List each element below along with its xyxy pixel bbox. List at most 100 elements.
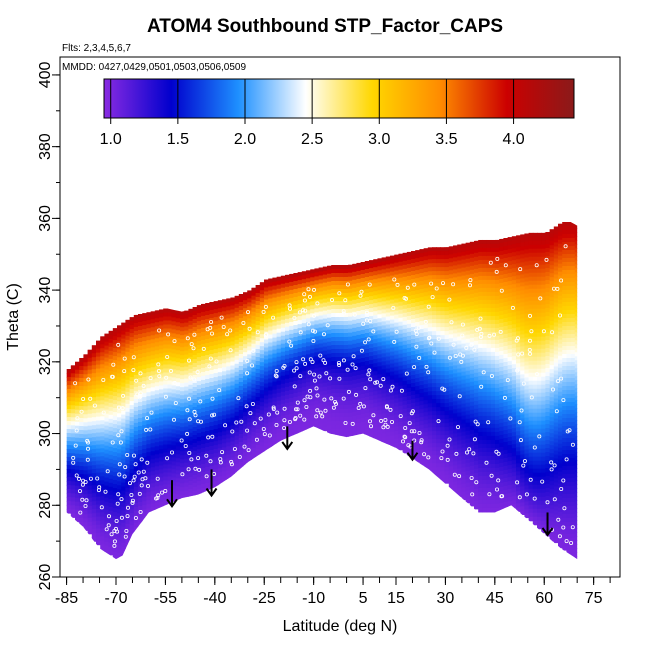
heat-cell	[234, 403, 240, 409]
heat-cell	[180, 323, 185, 328]
heat-cell	[335, 297, 341, 302]
heat-cell	[66, 389, 72, 394]
heat-cell	[243, 360, 248, 365]
heat-cell	[163, 480, 168, 486]
heat-cell	[356, 270, 362, 276]
heat-cell	[226, 322, 231, 327]
heat-cell	[112, 540, 118, 545]
heat-cell	[75, 405, 80, 411]
heat-cell	[343, 373, 349, 378]
heat-cell	[348, 428, 353, 434]
dates-label: MMDD: 0427,0429,0501,0503,0506,0509	[62, 62, 247, 73]
heat-cell	[377, 342, 383, 347]
heat-cell	[448, 254, 454, 259]
chart-title: ATOM4 Southbound STP_Factor_CAPS	[146, 16, 504, 37]
heat-cell	[360, 322, 366, 327]
heat-cell	[142, 357, 147, 362]
heat-cell	[209, 378, 215, 383]
heat-cell	[163, 468, 168, 474]
heat-cell	[285, 402, 290, 408]
heat-cell	[247, 458, 252, 463]
heat-cell	[146, 432, 152, 437]
heat-cell	[461, 243, 467, 249]
heat-cell	[243, 292, 248, 297]
heat-cell	[259, 398, 265, 403]
heat-cell	[432, 431, 437, 436]
heat-cell	[343, 333, 349, 338]
heat-cell	[469, 381, 475, 387]
heat-cell	[192, 359, 198, 364]
heat-cell	[180, 475, 185, 480]
heat-cell	[146, 484, 152, 489]
heat-cell	[482, 439, 488, 445]
heat-cell	[461, 403, 467, 409]
heat-cell	[209, 442, 215, 447]
heat-cell	[423, 408, 429, 413]
heat-cell	[133, 402, 139, 408]
heat-cell	[205, 395, 210, 400]
heat-cell	[167, 492, 173, 498]
heat-cell	[411, 291, 416, 296]
heat-cell	[133, 478, 139, 484]
heat-cell	[423, 388, 429, 393]
heat-cell	[335, 365, 341, 370]
heat-cell	[352, 287, 357, 293]
heat-cell	[125, 491, 131, 497]
heat-cell	[138, 402, 143, 407]
heat-cell	[188, 356, 194, 362]
heat-cell	[406, 267, 412, 273]
heat-cell	[486, 427, 492, 433]
heat-cell	[192, 371, 198, 376]
heat-cell	[259, 306, 265, 311]
heat-cell	[70, 513, 76, 518]
heat-cell	[175, 458, 181, 463]
heat-cell	[264, 371, 269, 377]
heat-cell	[352, 431, 357, 437]
heat-cell	[419, 281, 425, 286]
heat-cell	[243, 408, 248, 413]
heat-cell	[465, 298, 471, 304]
heat-cell	[335, 345, 341, 350]
heat-cell	[154, 342, 160, 347]
heat-cell	[251, 311, 257, 317]
heat-cell	[402, 332, 408, 338]
heat-cell	[87, 453, 93, 459]
heat-cell	[150, 331, 156, 336]
heat-cell	[230, 341, 236, 347]
heat-cell	[205, 423, 210, 428]
heat-cell	[440, 431, 446, 436]
heat-cell	[297, 276, 303, 281]
heat-cell	[394, 270, 399, 276]
heat-cell	[297, 284, 303, 289]
heat-cell	[356, 294, 362, 300]
heat-cell	[297, 280, 303, 285]
heat-cell	[138, 366, 143, 371]
heat-cell	[390, 259, 395, 265]
heat-cell	[247, 422, 252, 427]
heat-cell	[478, 283, 483, 289]
heat-cell	[364, 301, 370, 306]
heat-cell	[402, 360, 408, 366]
heat-cell	[222, 419, 227, 424]
heat-cell	[251, 387, 257, 393]
heat-cell	[184, 386, 189, 392]
heat-cell	[474, 336, 479, 342]
heat-cell	[373, 319, 378, 324]
heat-cell	[352, 363, 357, 369]
heat-cell	[490, 287, 496, 293]
heat-cell	[259, 362, 265, 367]
heat-cell	[163, 448, 168, 454]
heat-cell	[432, 423, 437, 428]
heat-cell	[159, 505, 164, 510]
heat-cell	[150, 403, 156, 408]
heat-cell	[352, 335, 357, 341]
heat-cell	[167, 340, 173, 346]
heat-cell	[125, 403, 131, 409]
heat-cell	[96, 400, 101, 406]
heat-cell	[486, 399, 492, 405]
heat-cell	[167, 440, 173, 446]
heat-cell	[293, 429, 299, 434]
heat-cell	[70, 397, 76, 402]
heat-cell	[432, 267, 437, 272]
heat-cell	[327, 405, 332, 411]
